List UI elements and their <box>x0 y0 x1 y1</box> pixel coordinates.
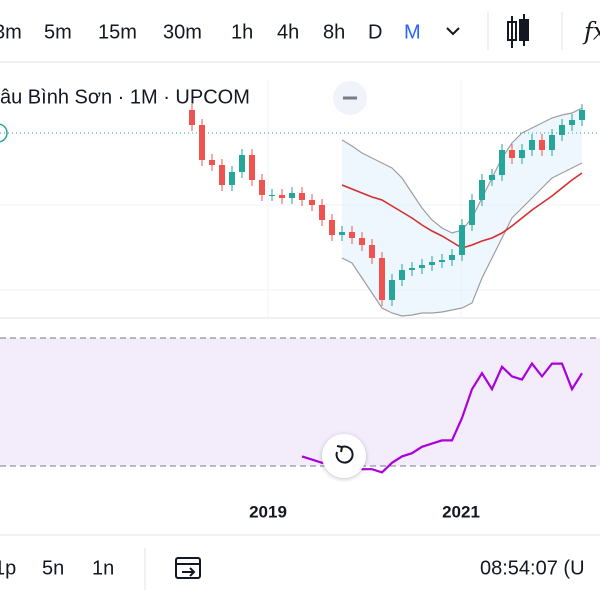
candle-body <box>389 280 395 300</box>
candle-body <box>379 258 385 300</box>
price-pane <box>0 104 600 317</box>
interval-button[interactable]: 15m <box>98 21 137 43</box>
indicators-button[interactable]: fx <box>582 18 600 46</box>
candle-body <box>569 120 575 125</box>
candle-body <box>299 193 305 200</box>
candle-body <box>309 200 315 205</box>
date-range-button[interactable] <box>175 557 201 579</box>
candle-body <box>539 140 545 150</box>
chart-type-button[interactable] <box>507 14 529 48</box>
candle-body <box>329 220 335 235</box>
candle-body <box>229 172 235 185</box>
interval-button[interactable]: D <box>368 21 382 43</box>
interval-button[interactable]: 3m <box>0 21 22 43</box>
bollinger-fill <box>342 108 582 316</box>
candle-body <box>429 262 435 265</box>
candle-body <box>359 238 365 245</box>
candle-body <box>469 200 475 225</box>
candle-body <box>339 232 345 235</box>
candle-body <box>559 125 565 135</box>
candle-body <box>369 245 375 258</box>
candle-body <box>419 265 425 268</box>
candle-body <box>549 135 555 150</box>
candle-body <box>439 260 445 262</box>
candle-body <box>209 160 215 165</box>
candle-body <box>509 150 515 158</box>
rsi-band <box>0 338 600 466</box>
candle-body <box>249 155 255 180</box>
candle-body <box>199 125 205 160</box>
candle-body <box>219 165 225 185</box>
x-axis-label: 2021 <box>442 502 480 521</box>
candle-body <box>279 195 285 198</box>
symbol-legend: âu Bình Sơn · 1M · UPCOM <box>0 86 250 108</box>
interval-button[interactable]: M <box>404 21 421 43</box>
candle-body <box>579 110 585 120</box>
candle-body <box>459 225 465 255</box>
bollinger-lower <box>341 162 583 317</box>
range-button[interactable]: 1n <box>92 557 114 579</box>
interval-button[interactable]: 4h <box>277 21 299 43</box>
candle-body <box>519 150 525 158</box>
candle-body <box>189 110 195 125</box>
candle-body <box>409 268 415 270</box>
candle-body <box>479 180 485 200</box>
candle-body <box>399 270 405 280</box>
candle-body <box>319 205 325 220</box>
interval-button[interactable]: 5m <box>44 21 72 43</box>
candle-body <box>499 150 505 175</box>
price-marker <box>0 123 8 143</box>
interval-button[interactable]: 8h <box>323 21 345 43</box>
candle-body <box>449 255 455 260</box>
clock: 08:54:07 (U <box>480 557 585 579</box>
x-axis-label: 2019 <box>249 502 287 521</box>
reset-icon <box>335 445 354 464</box>
candle-body <box>239 155 245 172</box>
range-button[interactable]: 1p <box>0 557 16 579</box>
candle-body <box>529 140 535 150</box>
reset-button[interactable] <box>322 434 366 478</box>
candle-body <box>349 232 355 238</box>
interval-button[interactable]: 30m <box>163 21 202 43</box>
range-button[interactable]: 5n <box>42 557 64 579</box>
candle-body <box>259 180 265 195</box>
candle-body <box>489 175 495 180</box>
interval-button[interactable]: 1h <box>231 21 253 43</box>
candle-body <box>269 195 275 196</box>
more-intervals[interactable] <box>446 27 460 36</box>
candle-body <box>289 193 295 198</box>
